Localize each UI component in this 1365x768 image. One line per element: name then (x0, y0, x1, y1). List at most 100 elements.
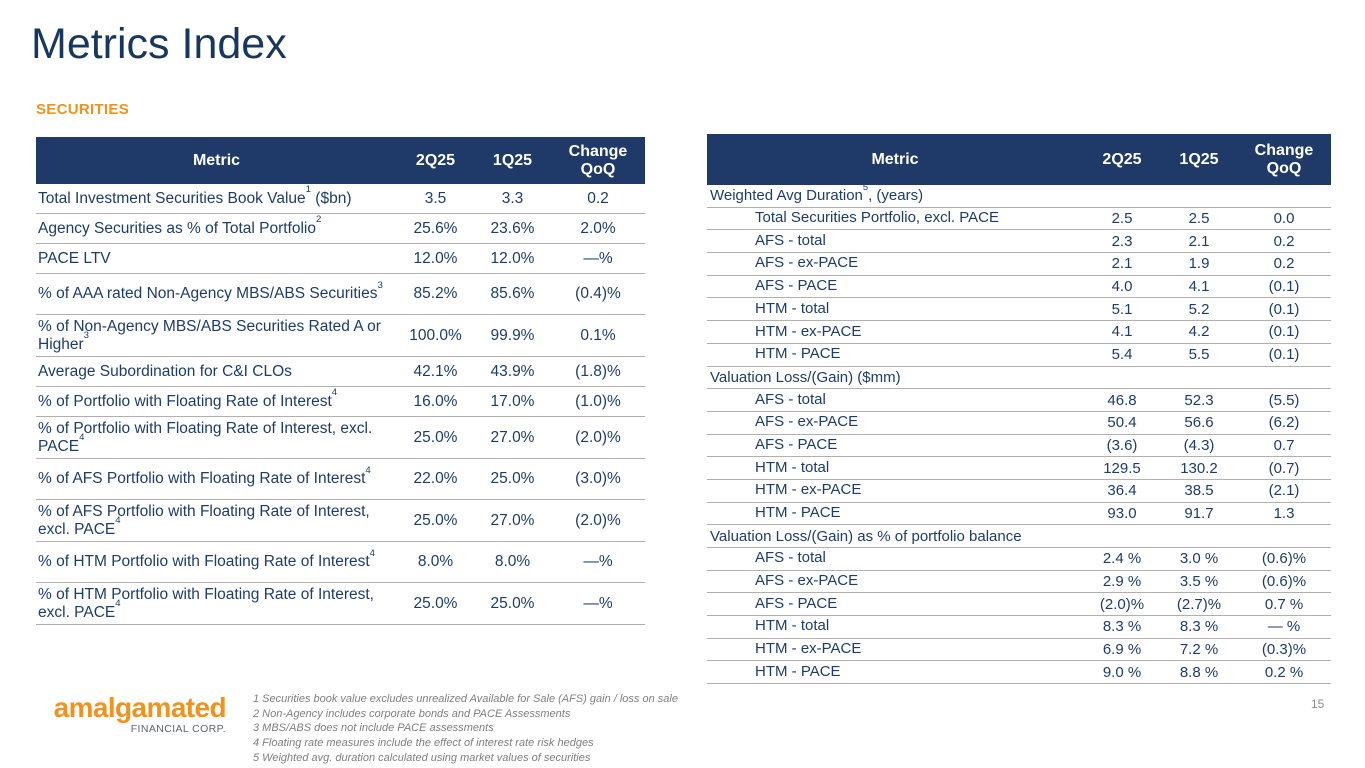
value-cell-change_qoq: —% (583, 594, 613, 612)
value-cell-change_qoq: (0.1) (1268, 300, 1300, 318)
column-header: Metric (871, 150, 919, 168)
value-cell-change_qoq: 0.2 (1273, 255, 1295, 273)
section-header-row: Weighted Avg Duration5, (years) (707, 182, 1331, 208)
value-cell-change_qoq: 0.2 (587, 189, 609, 207)
value-cell-q2_25: 25.0% (413, 511, 458, 529)
metric-cell: % of Portfolio with Floating Rate of Int… (38, 420, 373, 455)
table-body: Total Investment Securities Book Value1 … (36, 184, 645, 625)
value-cell-change_qoq: (0.1) (1268, 346, 1300, 364)
value-cell-q1_25: 2.5 (1188, 210, 1210, 228)
value-cell-change_qoq: —% (583, 249, 613, 267)
metric-cell: AFS - total (755, 390, 826, 408)
value-cell-q2_25: 2.5 (1111, 210, 1133, 228)
value-cell-change_qoq: (2.0)% (575, 511, 621, 529)
value-cell-q1_25: 85.6% (490, 285, 535, 302)
table-row: HTM - ex-PACE 6.9 % 7.2 % (0.3)% (707, 639, 1331, 662)
footnote-line: 1 Securities book value excludes unreali… (253, 693, 678, 705)
value-cell-q1_25: 8.8 % (1179, 663, 1219, 681)
section-header-row: Valuation Loss/(Gain) ($mm) (707, 367, 1331, 390)
value-cell-q1_25: (4.3) (1183, 436, 1215, 454)
table-row: % of HTM Portfolio with Floating Rate of… (36, 542, 645, 583)
value-cell-q2_25: 46.8 (1107, 391, 1137, 409)
column-header: 2Q25 (1102, 150, 1142, 168)
value-cell-q2_25: 2.4 % (1102, 550, 1142, 568)
table-row: Total Investment Securities Book Value1 … (36, 184, 645, 214)
value-cell-change_qoq: 1.3 (1273, 504, 1295, 522)
value-cell-q1_25: 5.5 (1188, 346, 1210, 364)
column-header: 1Q25 (492, 151, 533, 169)
value-cell-q1_25: 3.3 (501, 189, 524, 207)
table-row: PACE LTV 12.0% 12.0% —% (36, 244, 645, 274)
value-cell-q2_25: 5.1 (1111, 300, 1133, 318)
metric-cell: AFS - PACE (755, 435, 838, 453)
value-cell-change_qoq: —% (583, 553, 613, 570)
table-body: Weighted Avg Duration5, (years) Total Sec… (707, 182, 1331, 685)
value-cell-q2_25: 5.4 (1111, 346, 1133, 364)
table-row: Agency Securities as % of Total Portfoli… (36, 214, 645, 244)
value-cell-q1_25: 4.2 (1188, 323, 1210, 341)
metric-cell: HTM - ex-PACE (755, 481, 862, 499)
value-cell-q2_25: 4.0 (1111, 278, 1133, 296)
table-row: % of Portfolio with Floating Rate of Int… (36, 417, 645, 459)
value-cell-q1_25: 91.7 (1184, 504, 1214, 522)
value-cell-change_qoq: (1.0)% (575, 392, 621, 410)
value-cell-q2_25: 25.0% (413, 594, 458, 612)
value-cell-q1_25: 25.0% (490, 470, 535, 487)
value-cell-q2_25: 8.3 % (1102, 618, 1142, 636)
section-label-securities: SECURITIES (36, 101, 130, 118)
value-cell-q2_25: 2.9 % (1102, 573, 1142, 591)
metric-cell: Average Subordination for C&I CLOs (38, 362, 292, 380)
securities-metrics-table-right: Metric 2Q25 1Q25 Change QoQ Weighted Avg Du… (707, 134, 1331, 685)
metric-cell: HTM - total (755, 617, 830, 635)
metric-cell: HTM - ex-PACE (755, 640, 862, 658)
footnote-line: 2 Non-Agency includes corporate bonds an… (253, 707, 571, 720)
value-cell-q1_25: 25.0% (490, 594, 535, 612)
table-row: Average Subordination for C&I CLOs 42.1% 4… (36, 357, 645, 387)
value-cell-change_qoq: 0.2 (1273, 232, 1295, 250)
table-row: AFS - total 2.3 2.1 0.2 (707, 230, 1331, 254)
value-cell-q2_25: 9.0 % (1102, 663, 1142, 681)
table-row: AFS - PACE 4.0 4.1 (0.1) (707, 276, 1331, 299)
value-cell-change_qoq: (2.0)% (575, 428, 621, 446)
value-cell-q1_25: 3.5 % (1179, 573, 1219, 591)
metric-cell: AFS - ex-PACE (755, 254, 859, 272)
table-row: HTM - PACE 5.4 5.5 (0.1) (707, 344, 1331, 367)
column-header: Change QoQ (568, 142, 628, 178)
metric-cell: HTM - PACE (755, 345, 841, 363)
securities-metrics-table-left: Metric 2Q25 1Q25 Change QoQ Total Investmen… (36, 137, 645, 625)
value-cell-q2_25: (2.0)% (1099, 595, 1145, 613)
value-cell-change_qoq: (0.3)% (1261, 641, 1307, 659)
metric-cell: PACE LTV (38, 249, 111, 267)
table-header-row: Metric 2Q25 1Q25 Change QoQ (36, 137, 645, 184)
section-label-cell: Valuation Loss/(Gain) ($mm) (710, 368, 901, 386)
metric-cell: % of HTM Portfolio with Floating Rate of… (38, 586, 374, 621)
value-cell-q1_25: (2.7)% (1176, 595, 1222, 613)
metric-cell: % of HTM Portfolio with Floating Rate of… (38, 547, 376, 571)
section-label-cell: Valuation Loss/(Gain) as % of portfolio … (710, 527, 1022, 545)
table-row: AFS - PACE (2.0)% (2.7)% 0.7 % (707, 593, 1331, 617)
value-cell-q2_25: (3.6) (1106, 436, 1138, 454)
value-cell-q1_25: 7.2 % (1179, 641, 1219, 659)
metric-cell: AFS - total (755, 549, 826, 567)
metric-cell: Agency Securities as % of Total Portfoli… (38, 214, 322, 237)
table-row: % of HTM Portfolio with Floating Rate of… (36, 583, 645, 625)
value-cell-q2_25: 12.0% (413, 249, 458, 267)
page-number: 15 (1311, 697, 1325, 711)
metric-cell: HTM - ex-PACE (755, 322, 862, 340)
value-cell-q2_25: 100.0% (409, 326, 462, 344)
value-cell-q1_25: 43.9% (490, 362, 535, 380)
section-label-cell: Weighted Avg Duration5, (years) (710, 182, 924, 205)
company-logo: amalgamated FINANCIAL CORP. (46, 694, 227, 736)
value-cell-q2_25: 42.1% (413, 362, 458, 380)
value-cell-q1_25: 5.2 (1188, 300, 1210, 318)
logo-subtext: FINANCIAL CORP. (130, 723, 226, 735)
value-cell-q2_25: 25.6% (413, 219, 458, 237)
table-row: HTM - total 5.1 5.2 (0.1) (707, 298, 1331, 322)
value-cell-change_qoq: 0.7 % (1264, 595, 1304, 613)
value-cell-q1_25: 4.1 (1188, 278, 1210, 296)
table-row: AFS - PACE (3.6) (4.3) 0.7 (707, 435, 1331, 458)
column-header: 1Q25 (1179, 150, 1219, 168)
metric-cell: AFS - PACE (755, 594, 838, 612)
value-cell-change_qoq: (5.5) (1268, 391, 1300, 409)
value-cell-change_qoq: 2.0% (580, 219, 616, 237)
